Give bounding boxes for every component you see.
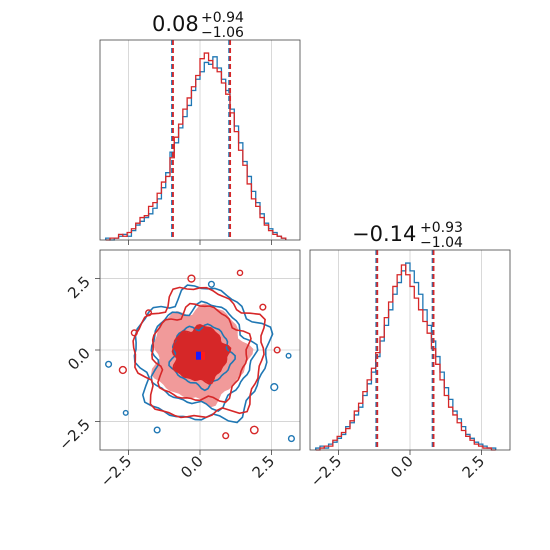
histogram-series <box>315 262 497 451</box>
x-tick-label: 0.0 <box>177 452 207 482</box>
contour-island <box>122 409 129 416</box>
contour-island <box>270 383 279 392</box>
histogram-series-0 <box>315 262 497 450</box>
contour-island <box>153 426 161 434</box>
median-marker <box>196 351 201 360</box>
contour-line-red <box>171 323 232 385</box>
x-tick-label: 2.5 <box>459 452 489 482</box>
contour-island <box>207 280 215 288</box>
contour-island <box>222 432 230 440</box>
y-tick-label: 2.5 <box>64 273 94 303</box>
panel-joint: −2.5 0.0 2.5 −2.5 0.0 2.5 <box>55 249 301 491</box>
contour-island <box>145 309 153 317</box>
contour-island <box>259 303 267 311</box>
quantile-lines <box>375 250 435 450</box>
x-ticks: −2.5 0.0 2.5 <box>307 450 488 491</box>
histogram-series-1 <box>315 264 496 451</box>
contour-island <box>187 274 196 283</box>
x-tick-label: 0.0 <box>387 452 417 482</box>
panel-marginal-x: 0.08 +0.94 −1.06 <box>99 10 301 245</box>
median-marker <box>201 351 205 360</box>
x-ticks <box>128 240 272 245</box>
contour-island <box>130 329 138 337</box>
contour-island <box>105 360 113 368</box>
panel-title-plus: +0.94 <box>201 10 244 26</box>
contour-line-red <box>151 302 252 404</box>
panel-marginal-y: −2.5 0.0 2.5 −0.14 +0.93 −1.04 <box>307 220 511 491</box>
median-markers <box>196 351 205 360</box>
contour-island <box>236 269 244 277</box>
panel-title-minus: −1.06 <box>201 25 244 41</box>
histogram-series <box>105 52 287 241</box>
y-tick-label: −2.5 <box>55 416 93 454</box>
x-tick-label: −2.5 <box>307 452 345 490</box>
quantile-lines <box>171 40 232 240</box>
histogram-series-1 <box>105 52 287 241</box>
contour-island <box>273 346 281 354</box>
contour-line-blue <box>150 300 259 413</box>
contour-island <box>118 365 127 375</box>
contour-line-red <box>132 286 266 419</box>
panel-title-median: −0.14 <box>352 222 416 246</box>
panel-title-median: 0.08 <box>152 12 199 36</box>
contour-island <box>285 352 292 359</box>
panel-title-plus: +0.93 <box>420 220 463 236</box>
y-tick-label: 0.0 <box>64 344 94 374</box>
contour-island <box>249 425 259 435</box>
x-tick-label: −2.5 <box>97 452 135 490</box>
panel-title-minus: −1.04 <box>420 235 463 251</box>
x-tick-label: 2.5 <box>249 452 279 482</box>
contour-line-blue <box>133 284 274 424</box>
contour-island <box>287 435 295 443</box>
